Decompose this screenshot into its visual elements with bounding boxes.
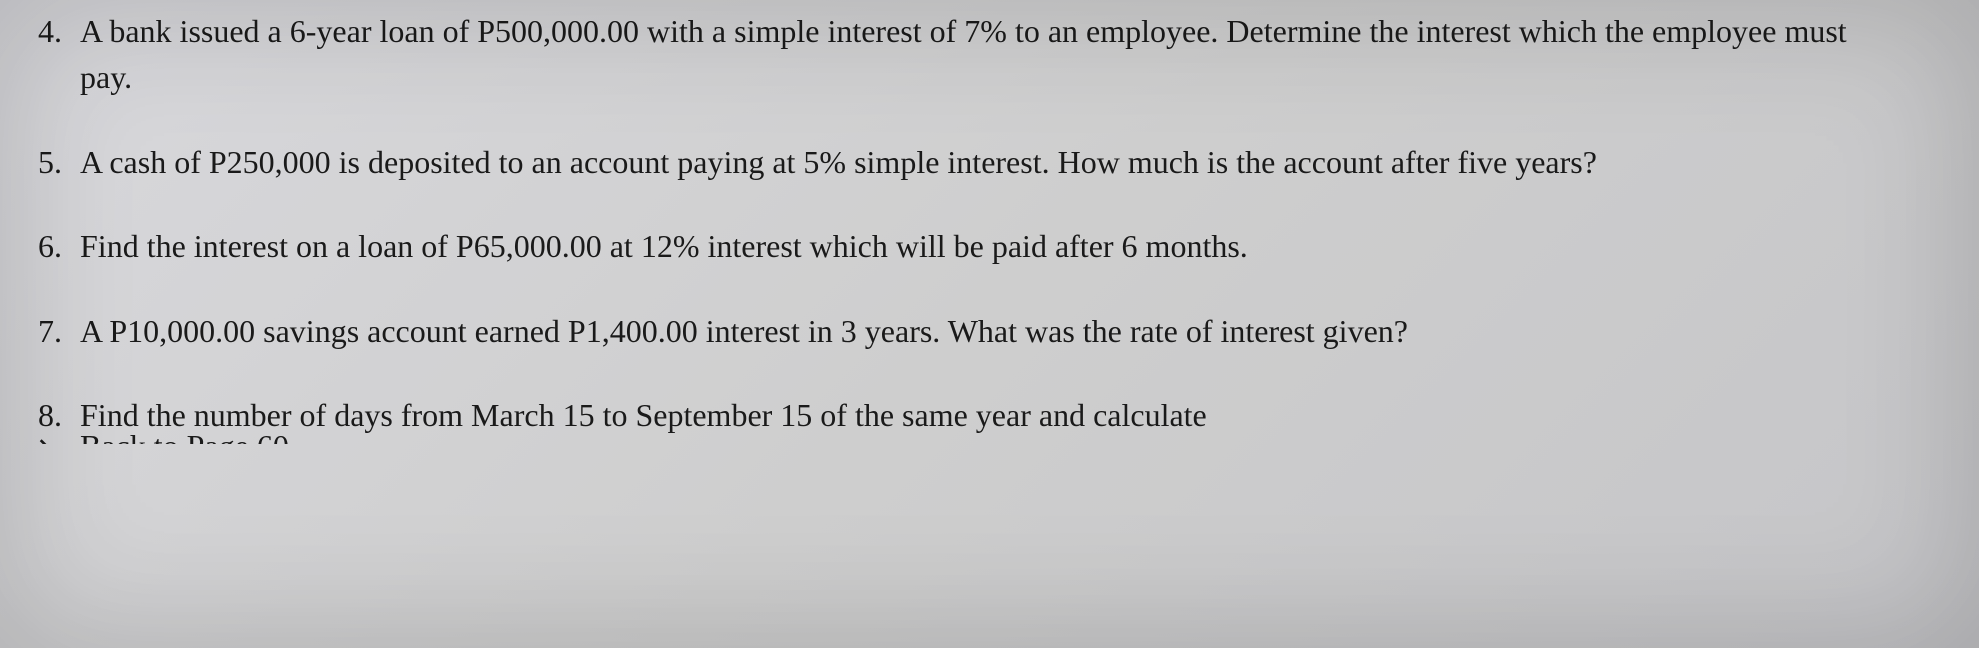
question-number: 4. — [20, 8, 80, 101]
question-text: A bank issued a 6-year loan of P500,000.… — [80, 8, 1949, 101]
question-7: 7. A P10,000.00 savings account earned P… — [20, 308, 1949, 354]
question-text: A cash of P250,000 is deposited to an ac… — [80, 139, 1949, 185]
question-8: 8. Find the number of days from March 15… — [20, 392, 1949, 438]
question-number: 7. — [20, 308, 80, 354]
question-4: 4. A bank issued a 6-year loan of P500,0… — [20, 8, 1949, 101]
question-6: 6. Find the interest on a loan of P65,00… — [20, 223, 1949, 269]
cutoff-text: Back to Page 60 — [80, 428, 289, 444]
question-text: Find the interest on a loan of P65,000.0… — [80, 223, 1949, 269]
cutoff-arrow: ↘ — [20, 428, 80, 444]
question-text: Find the number of days from March 15 to… — [80, 392, 1949, 438]
question-number: 5. — [20, 139, 80, 185]
question-5: 5. A cash of P250,000 is deposited to an… — [20, 139, 1949, 185]
question-number: 6. — [20, 223, 80, 269]
question-text: A P10,000.00 savings account earned P1,4… — [80, 308, 1949, 354]
